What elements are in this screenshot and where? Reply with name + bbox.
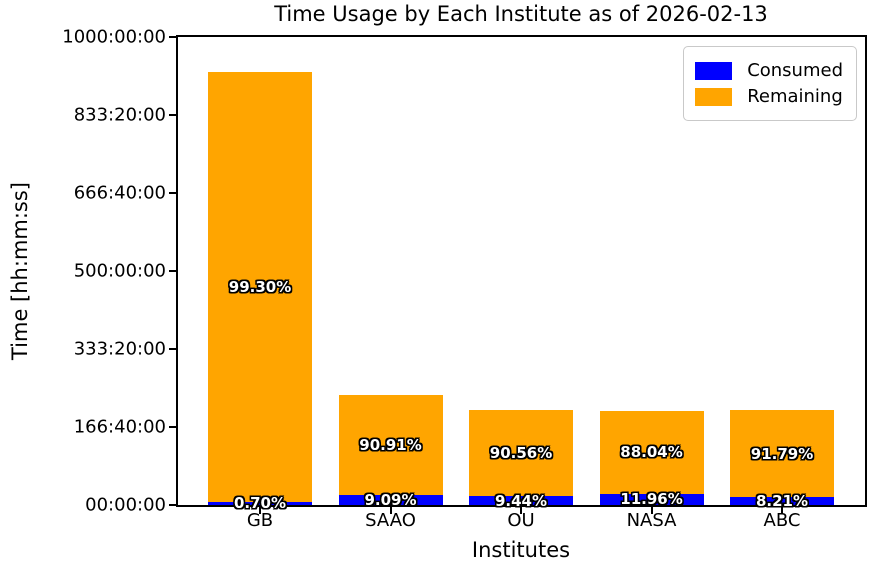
y-tick-mark <box>169 114 176 116</box>
y-tick-label: 333:20:00 <box>73 338 166 360</box>
remaining-percent-label-nasa: 88.04% <box>620 443 683 462</box>
bar-segment-consumed-abc <box>730 497 834 505</box>
remaining-swatch <box>695 87 733 106</box>
remaining-percent-label-gb: 99.30% <box>228 278 292 297</box>
x-tick-label-ou: OU <box>507 510 535 531</box>
consumed-swatch <box>695 61 733 80</box>
x-tick-mark <box>650 507 653 514</box>
bar-segment-consumed-nasa <box>599 493 704 505</box>
y-tick-mark <box>169 270 176 272</box>
y-tick-label: 1000:00:00 <box>62 26 166 48</box>
consumed-percent-label-gb: 0.70% <box>233 494 287 513</box>
bar-segment-remaining-ou <box>469 409 573 496</box>
bar-segment-remaining-saao <box>338 395 443 495</box>
y-tick-mark <box>169 191 176 194</box>
legend: Consumed Remaining <box>683 46 857 121</box>
y-tick-label: 666:40:00 <box>73 182 166 204</box>
consumed-percent-label-saao: 9.09% <box>364 490 417 509</box>
bar-segment-consumed-gb <box>208 501 312 505</box>
x-tick-mark <box>781 507 783 514</box>
remaining-percent-label-abc: 91.79% <box>750 444 814 463</box>
legend-item-remaining: Remaining <box>695 86 843 107</box>
y-tick-mark <box>169 425 176 428</box>
bar-segment-consumed-saao <box>338 494 443 505</box>
legend-label-remaining: Remaining <box>747 86 843 107</box>
y-tick-mark <box>169 36 176 38</box>
y-tick-label: 166:40:00 <box>73 416 166 438</box>
consumed-percent-label-abc: 8.21% <box>755 492 809 511</box>
x-tick-mark <box>389 507 392 514</box>
x-tick-mark <box>520 507 522 514</box>
y-tick-label: 833:20:00 <box>73 104 166 126</box>
consumed-percent-label-ou: 9.44% <box>494 491 548 510</box>
chart-title: Time Usage by Each Institute as of 2026-… <box>274 2 768 26</box>
x-tick-label-gb: GB <box>246 510 274 531</box>
y-axis-label: Time [hh:mm:ss] <box>8 181 32 361</box>
legend-label-consumed: Consumed <box>747 60 843 81</box>
bar-segment-remaining-nasa <box>599 410 704 494</box>
x-tick-mark <box>259 507 261 514</box>
bar-segment-remaining-gb <box>208 72 312 502</box>
x-tick-label-nasa: NASA <box>626 510 677 531</box>
x-axis-label: Institutes <box>471 538 571 562</box>
bar-segment-consumed-ou <box>469 496 573 505</box>
consumed-percent-label-nasa: 11.96% <box>620 490 683 509</box>
y-tick-mark <box>169 504 176 506</box>
legend-item-consumed: Consumed <box>695 60 843 81</box>
x-tick-label-abc: ABC <box>763 510 801 531</box>
plot-area: Consumed Remaining 00:00:00 166:40:00 333:… <box>62 27 867 531</box>
y-tick-mark <box>169 348 176 350</box>
remaining-percent-label-saao: 90.91% <box>359 436 422 454</box>
x-tick-label-saao: SAAO <box>365 510 416 531</box>
remaining-percent-label-ou: 90.56% <box>489 444 553 462</box>
y-tick-label: 00:00:00 <box>85 494 166 516</box>
bar-segment-remaining-abc <box>730 409 834 498</box>
y-tick-label: 500:00:00 <box>73 260 166 282</box>
